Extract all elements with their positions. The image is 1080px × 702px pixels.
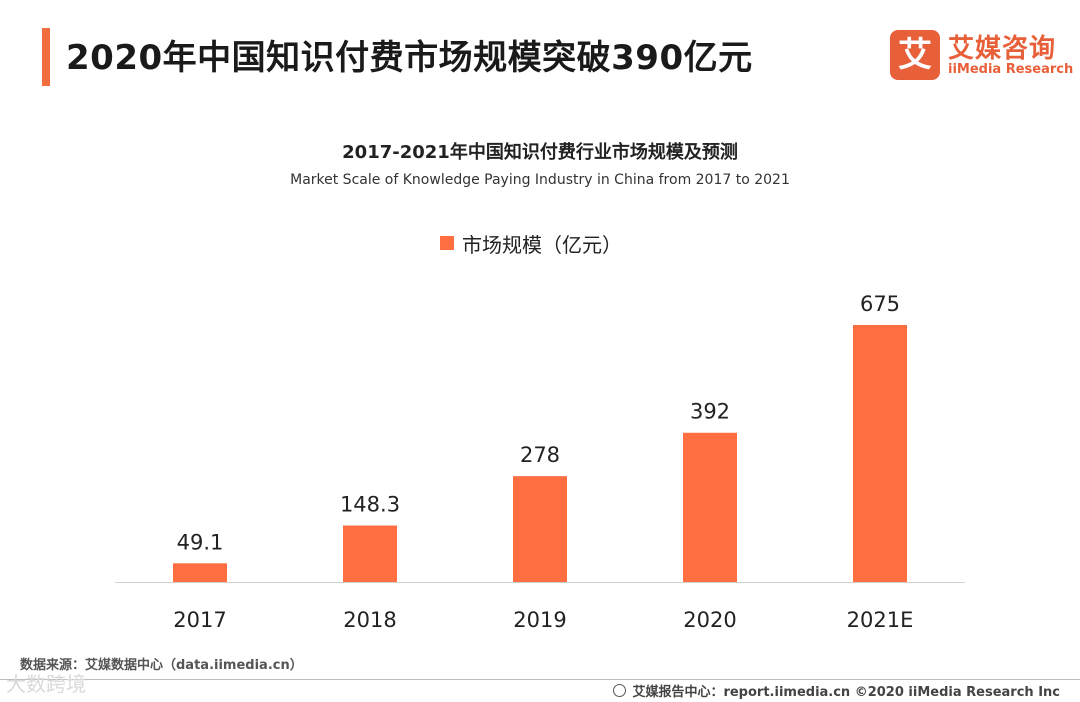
data-label-2021E: 675: [860, 292, 900, 316]
data-label-2019: 278: [520, 443, 560, 467]
bar-2018: [343, 525, 397, 582]
title-accent-bar: [42, 28, 50, 86]
chart-title: 2017-2021年中国知识付费行业市场规模及预测: [342, 142, 738, 163]
x-tick-label-2020: 2020: [683, 608, 736, 632]
bar-2017: [173, 563, 227, 582]
copyright-text: 艾媒报告中心：report.iimedia.cn ©2020 iiMedia R…: [632, 685, 1060, 700]
x-tick-label-2018: 2018: [343, 608, 396, 632]
x-tick-label-2021E: 2021E: [847, 608, 914, 632]
page-title: 2020年中国知识付费市场规模突破390亿元: [66, 38, 753, 78]
logo-mark-icon: 艾: [890, 30, 940, 80]
bar-2021E: [853, 325, 907, 582]
iimedia-logo: 艾 艾媒咨询 iiMedia Research: [890, 28, 1074, 84]
x-tick-label-2017: 2017: [173, 608, 226, 632]
x-tick-label-2019: 2019: [513, 608, 566, 632]
bar-2019: [513, 476, 567, 582]
bar-2020: [683, 432, 737, 582]
logo-english-name: iiMedia Research: [948, 62, 1074, 77]
legend-swatch: [440, 236, 454, 250]
chart-subtitle: Market Scale of Knowledge Paying Industr…: [290, 172, 790, 188]
legend-label: 市场规模（亿元）: [462, 232, 622, 257]
data-label-2018: 148.3: [340, 493, 400, 517]
data-source: 数据来源：艾媒数据中心（data.iimedia.cn）: [20, 658, 303, 673]
watermark: 大数跨境: [6, 672, 86, 696]
data-label-2017: 49.1: [177, 530, 224, 554]
logo-chinese-name: 艾媒咨询: [948, 34, 1057, 64]
chart-legend: 市场规模（亿元）: [440, 230, 622, 257]
footer-divider: [0, 679, 1080, 680]
globe-icon: [613, 684, 627, 697]
data-label-2020: 392: [690, 400, 730, 424]
copyright: 艾媒报告中心：report.iimedia.cn ©2020 iiMedia R…: [613, 681, 1060, 700]
